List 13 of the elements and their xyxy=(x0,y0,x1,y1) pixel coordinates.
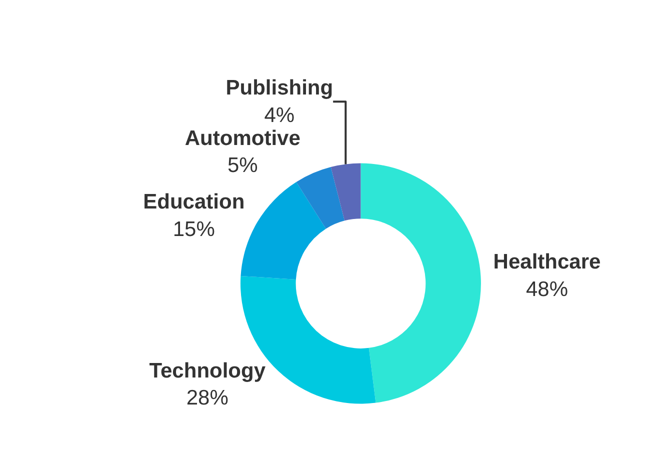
donut-slice xyxy=(330,163,361,221)
slice-label: Education xyxy=(143,190,245,214)
slice-label: Technology xyxy=(149,359,266,382)
donut-slice xyxy=(296,167,345,229)
data-label: 5% xyxy=(227,154,258,178)
data-label: 28% xyxy=(186,386,228,410)
slice-label: Healthcare xyxy=(493,250,601,274)
data-label: 48% xyxy=(526,278,568,302)
donut-slice xyxy=(360,163,481,403)
data-label: 4% xyxy=(264,104,295,127)
slice-label: Automotive xyxy=(184,126,300,150)
data-label: 15% xyxy=(172,218,215,241)
slice-label: Publishing xyxy=(226,76,334,100)
